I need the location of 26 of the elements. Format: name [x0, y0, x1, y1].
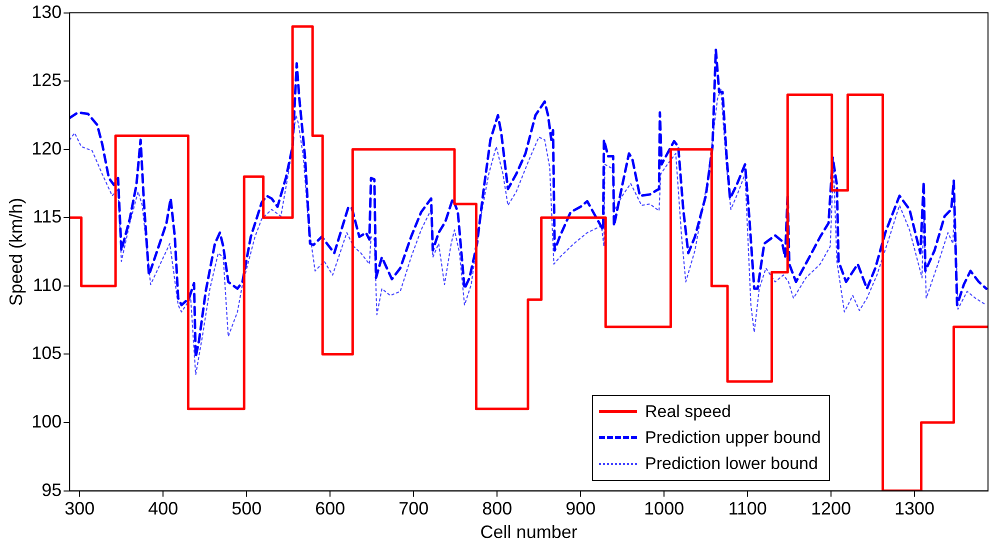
x-tick-label: 300 [64, 498, 95, 519]
x-tick-label: 1200 [811, 498, 852, 519]
legend-label: Prediction lower bound [645, 452, 818, 475]
y-tick-label: 105 [32, 343, 62, 364]
legend-label: Real speed [645, 400, 732, 423]
x-tick-label: 1000 [644, 498, 684, 519]
y-tick-label: 120 [32, 138, 62, 158]
x-tick-label: 700 [398, 498, 429, 519]
y-tick-label: 110 [32, 274, 62, 295]
line-series [70, 88, 987, 376]
x-tick-label: 900 [566, 498, 596, 519]
y-tick-label: 100 [32, 411, 62, 432]
x-tick-label: 1300 [894, 498, 935, 519]
x-tick-label: 500 [232, 498, 262, 519]
y-axis-title: Speed (km/h) [6, 198, 26, 306]
x-tick-label: 800 [482, 498, 512, 519]
y-tick-label: 115 [32, 206, 62, 227]
x-tick-label: 1100 [728, 498, 767, 519]
y-tick-label: 125 [32, 70, 62, 90]
line-series [70, 48, 988, 358]
y-tick-label: 130 [32, 2, 62, 22]
x-tick-label: 600 [315, 498, 346, 519]
legend-label: Prediction upper bound [645, 426, 821, 449]
x-axis-title: Cell number [480, 522, 578, 542]
y-tick-label: 95 [42, 480, 62, 500]
x-tick-label: 400 [148, 498, 178, 519]
